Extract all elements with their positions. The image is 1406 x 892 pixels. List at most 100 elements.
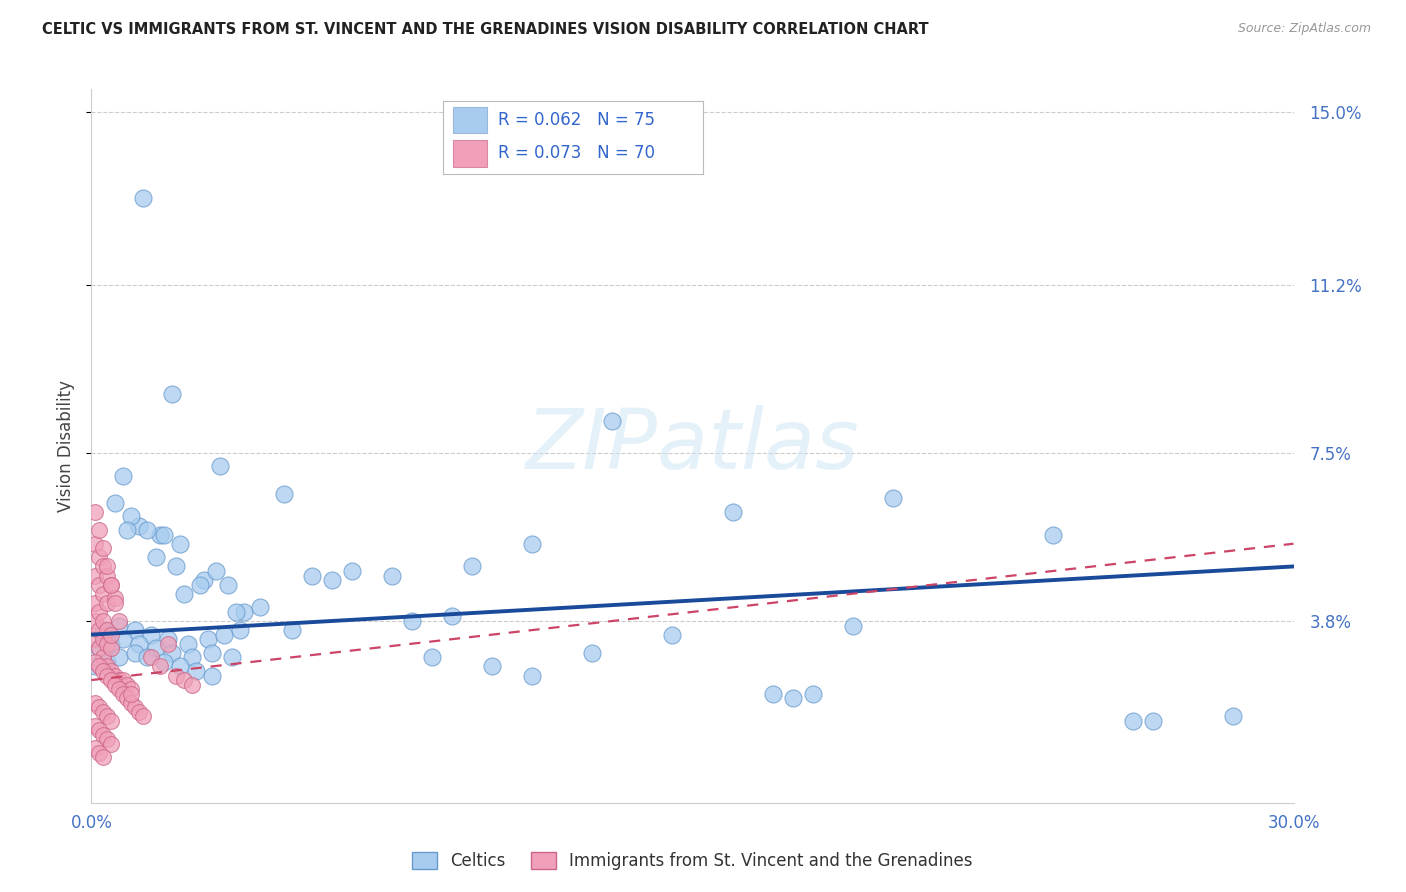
Point (1222, 709, 1244, 723)
Point (89, 641, 111, 656)
FancyBboxPatch shape (453, 140, 486, 167)
Point (145, 550, 167, 565)
Point (420, 650, 443, 665)
Point (96, 623, 118, 637)
Point (100, 714, 122, 728)
Point (112, 468, 135, 483)
Point (89, 700, 111, 714)
Point (160, 646, 183, 660)
Point (89, 523, 111, 537)
Point (104, 496, 127, 510)
Point (84, 537, 107, 551)
Point (89, 577, 111, 591)
Point (100, 637, 122, 651)
Point (104, 591, 127, 606)
Point (93, 541, 115, 556)
Text: ZIPatlas: ZIPatlas (526, 406, 859, 486)
Point (84, 568, 107, 582)
Point (84, 659, 107, 673)
Point (169, 659, 191, 673)
Y-axis label: Vision Disability: Vision Disability (58, 380, 76, 512)
Point (132, 709, 155, 723)
Point (100, 673, 122, 687)
Point (104, 668, 127, 682)
Point (273, 487, 295, 501)
Point (661, 627, 683, 641)
Point (121, 509, 143, 524)
Point (100, 577, 122, 591)
Point (96, 568, 118, 582)
Text: Source: ZipAtlas.com: Source: ZipAtlas.com (1237, 22, 1371, 36)
Point (108, 673, 131, 687)
Point (121, 696, 143, 710)
Point (212, 627, 235, 641)
Point (188, 577, 211, 591)
Point (522, 668, 544, 682)
Point (225, 605, 247, 619)
Point (93, 650, 115, 665)
Point (128, 637, 150, 651)
Point (117, 691, 139, 706)
Point (89, 746, 111, 760)
Point (522, 537, 544, 551)
Point (148, 659, 170, 673)
Point (96, 709, 118, 723)
Point (152, 655, 174, 669)
Point (136, 523, 159, 537)
FancyBboxPatch shape (453, 107, 486, 133)
Point (184, 664, 207, 678)
Point (1142, 714, 1164, 728)
Point (173, 673, 195, 687)
Point (762, 687, 785, 701)
Point (96, 637, 118, 651)
Point (84, 718, 107, 732)
Point (132, 191, 155, 205)
Point (100, 577, 122, 591)
Point (173, 587, 195, 601)
Point (1042, 527, 1064, 541)
Point (165, 559, 187, 574)
Point (124, 646, 146, 660)
Point (108, 614, 131, 628)
Point (208, 459, 231, 474)
Point (782, 691, 804, 706)
Point (401, 614, 423, 628)
Point (100, 641, 122, 656)
Point (221, 650, 243, 665)
Point (84, 741, 107, 756)
Point (117, 678, 139, 692)
Point (89, 723, 111, 737)
Point (93, 750, 115, 764)
Point (89, 659, 111, 673)
Point (100, 627, 122, 641)
Point (121, 682, 143, 697)
Point (180, 650, 202, 665)
Point (141, 650, 163, 665)
Point (93, 664, 115, 678)
Point (180, 678, 202, 692)
Text: CELTIC VS IMMIGRANTS FROM ST. VINCENT AND THE GRENADINES VISION DISABILITY CORRE: CELTIC VS IMMIGRANTS FROM ST. VINCENT AN… (42, 22, 929, 37)
Point (141, 627, 163, 641)
Point (108, 682, 131, 697)
Point (84, 632, 107, 647)
Point (340, 564, 363, 578)
Point (165, 668, 187, 682)
Point (145, 641, 167, 656)
Point (197, 632, 219, 647)
Point (93, 623, 115, 637)
Point (152, 527, 174, 541)
Point (217, 577, 239, 591)
Point (121, 687, 143, 701)
Point (96, 655, 118, 669)
Point (232, 605, 254, 619)
Point (93, 728, 115, 742)
Point (882, 491, 904, 506)
Point (89, 605, 111, 619)
Point (108, 618, 131, 632)
Point (124, 623, 146, 637)
Point (841, 618, 863, 632)
Point (112, 687, 135, 701)
Point (228, 623, 250, 637)
Point (461, 559, 484, 574)
Text: R = 0.062   N = 75: R = 0.062 N = 75 (498, 111, 655, 128)
